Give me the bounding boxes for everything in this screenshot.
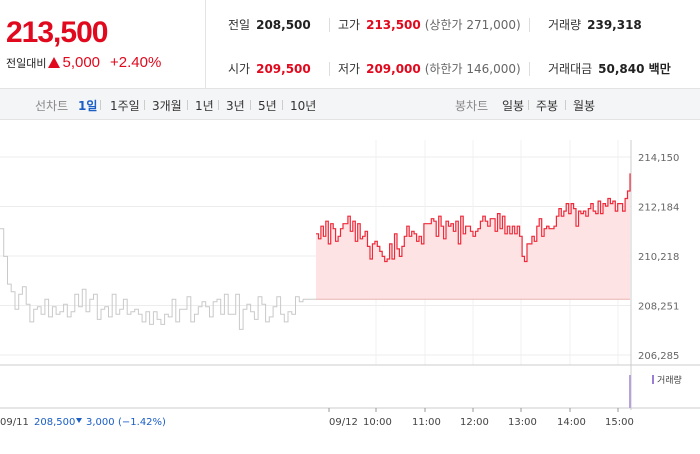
divider bbox=[218, 100, 219, 110]
stat-label: 시가 bbox=[228, 62, 251, 76]
candle-daily[interactable]: 일봉 bbox=[502, 99, 525, 113]
x-tick-label: 15:00 bbox=[605, 417, 634, 428]
divider bbox=[250, 100, 251, 110]
stat-high: 고가 213,500 (상한가 271,000) bbox=[338, 16, 521, 33]
stat-open: 시가 209,500 bbox=[228, 60, 311, 77]
x-tick-label: 10:00 bbox=[363, 417, 392, 428]
stat-value: 209,000 bbox=[366, 62, 421, 76]
prev-day-change-percent: (−1.42%) bbox=[118, 417, 166, 428]
x-tick-label: 14:00 bbox=[557, 417, 586, 428]
stat-value: 213,500 bbox=[366, 18, 421, 32]
stat-sub: (상한가 271,000) bbox=[424, 18, 521, 32]
prev-day-date: 09/11 bbox=[0, 417, 29, 428]
stat-label: 고가 bbox=[338, 18, 361, 32]
candle-chart-label: 봉차트 bbox=[455, 99, 489, 113]
x-tick-label: 13:00 bbox=[508, 417, 537, 428]
price-box: 213,500 전일대비 5,000 +2.40% bbox=[0, 0, 206, 89]
stat-prev-close: 전일 208,500 bbox=[228, 16, 311, 33]
stat-label: 거래대금 bbox=[548, 62, 593, 76]
divider bbox=[565, 100, 566, 110]
volume-bar bbox=[629, 375, 631, 408]
y-tick-label: 212,184 bbox=[638, 202, 679, 213]
divider bbox=[529, 62, 530, 76]
stat-value: 209,500 bbox=[256, 62, 311, 76]
divider bbox=[144, 100, 145, 110]
change-label: 전일대비 bbox=[6, 56, 47, 70]
volume-legend-label: 거래량 bbox=[657, 374, 682, 386]
stat-label: 전일 bbox=[228, 18, 251, 32]
line-chart-label: 선차트 bbox=[35, 99, 69, 113]
period-10y[interactable]: 10년 bbox=[290, 99, 317, 113]
down-triangle-icon bbox=[76, 418, 82, 423]
divider bbox=[529, 18, 530, 32]
stat-label: 거래량 bbox=[548, 18, 582, 32]
period-3m[interactable]: 3개월 bbox=[152, 99, 182, 113]
stat-value: 239,318 bbox=[587, 18, 642, 32]
change-row: 전일대비 5,000 +2.40% bbox=[6, 54, 161, 71]
stat-trade-amount: 거래대금 50,840 백만 bbox=[548, 60, 671, 77]
stat-volume: 거래량 239,318 bbox=[548, 16, 642, 33]
stat-sub: (하한가 146,000) bbox=[424, 62, 521, 76]
divider bbox=[329, 62, 330, 76]
period-bar: 선차트 1일 1주일 3개월 1년 3년 5년 10년 봉차트 일봉 주봉 월봉 bbox=[0, 89, 700, 120]
summary-header: 213,500 전일대비 5,000 +2.40% 전일 208,500 고가 … bbox=[0, 0, 700, 89]
divider bbox=[329, 18, 330, 32]
divider bbox=[282, 100, 283, 110]
today-line bbox=[316, 173, 631, 263]
y-tick-label: 214,150 bbox=[638, 153, 679, 164]
volume-legend-swatch bbox=[652, 375, 654, 384]
stat-low: 저가 209,000 (하한가 146,000) bbox=[338, 60, 521, 77]
current-price: 213,500 bbox=[6, 16, 108, 49]
y-tick-label: 208,251 bbox=[638, 302, 679, 313]
divider bbox=[187, 100, 188, 110]
change-percent: +2.40% bbox=[110, 54, 162, 71]
x-tick-label: 11:00 bbox=[412, 417, 441, 428]
period-3y[interactable]: 3년 bbox=[226, 99, 245, 113]
stat-value: 208,500 bbox=[256, 18, 311, 32]
divider bbox=[528, 100, 529, 110]
y-tick-label: 210,218 bbox=[638, 252, 679, 263]
prev-day-line bbox=[0, 228, 304, 330]
change-value: 5,000 bbox=[62, 54, 101, 71]
x-tick-label: 09/12 bbox=[329, 417, 358, 428]
candle-weekly[interactable]: 주봉 bbox=[536, 99, 559, 113]
price-chart: 214,150 212,184 210,218 208,251 206,285 거래량 … bbox=[0, 120, 700, 450]
up-triangle-icon bbox=[48, 57, 61, 68]
period-1w[interactable]: 1주일 bbox=[110, 99, 140, 113]
stat-label: 저가 bbox=[338, 62, 361, 76]
period-1d[interactable]: 1일 bbox=[78, 99, 98, 113]
prev-day-close: 208,500 bbox=[34, 417, 75, 428]
prev-day-change: 3,000 bbox=[86, 417, 115, 428]
x-tick-label: 12:00 bbox=[460, 417, 489, 428]
candle-monthly[interactable]: 월봉 bbox=[573, 99, 596, 113]
divider bbox=[100, 100, 101, 110]
period-1y[interactable]: 1년 bbox=[195, 99, 214, 113]
y-tick-label: 206,285 bbox=[638, 351, 679, 362]
stat-value: 50,840 백만 bbox=[598, 62, 671, 76]
period-5y[interactable]: 5년 bbox=[258, 99, 277, 113]
